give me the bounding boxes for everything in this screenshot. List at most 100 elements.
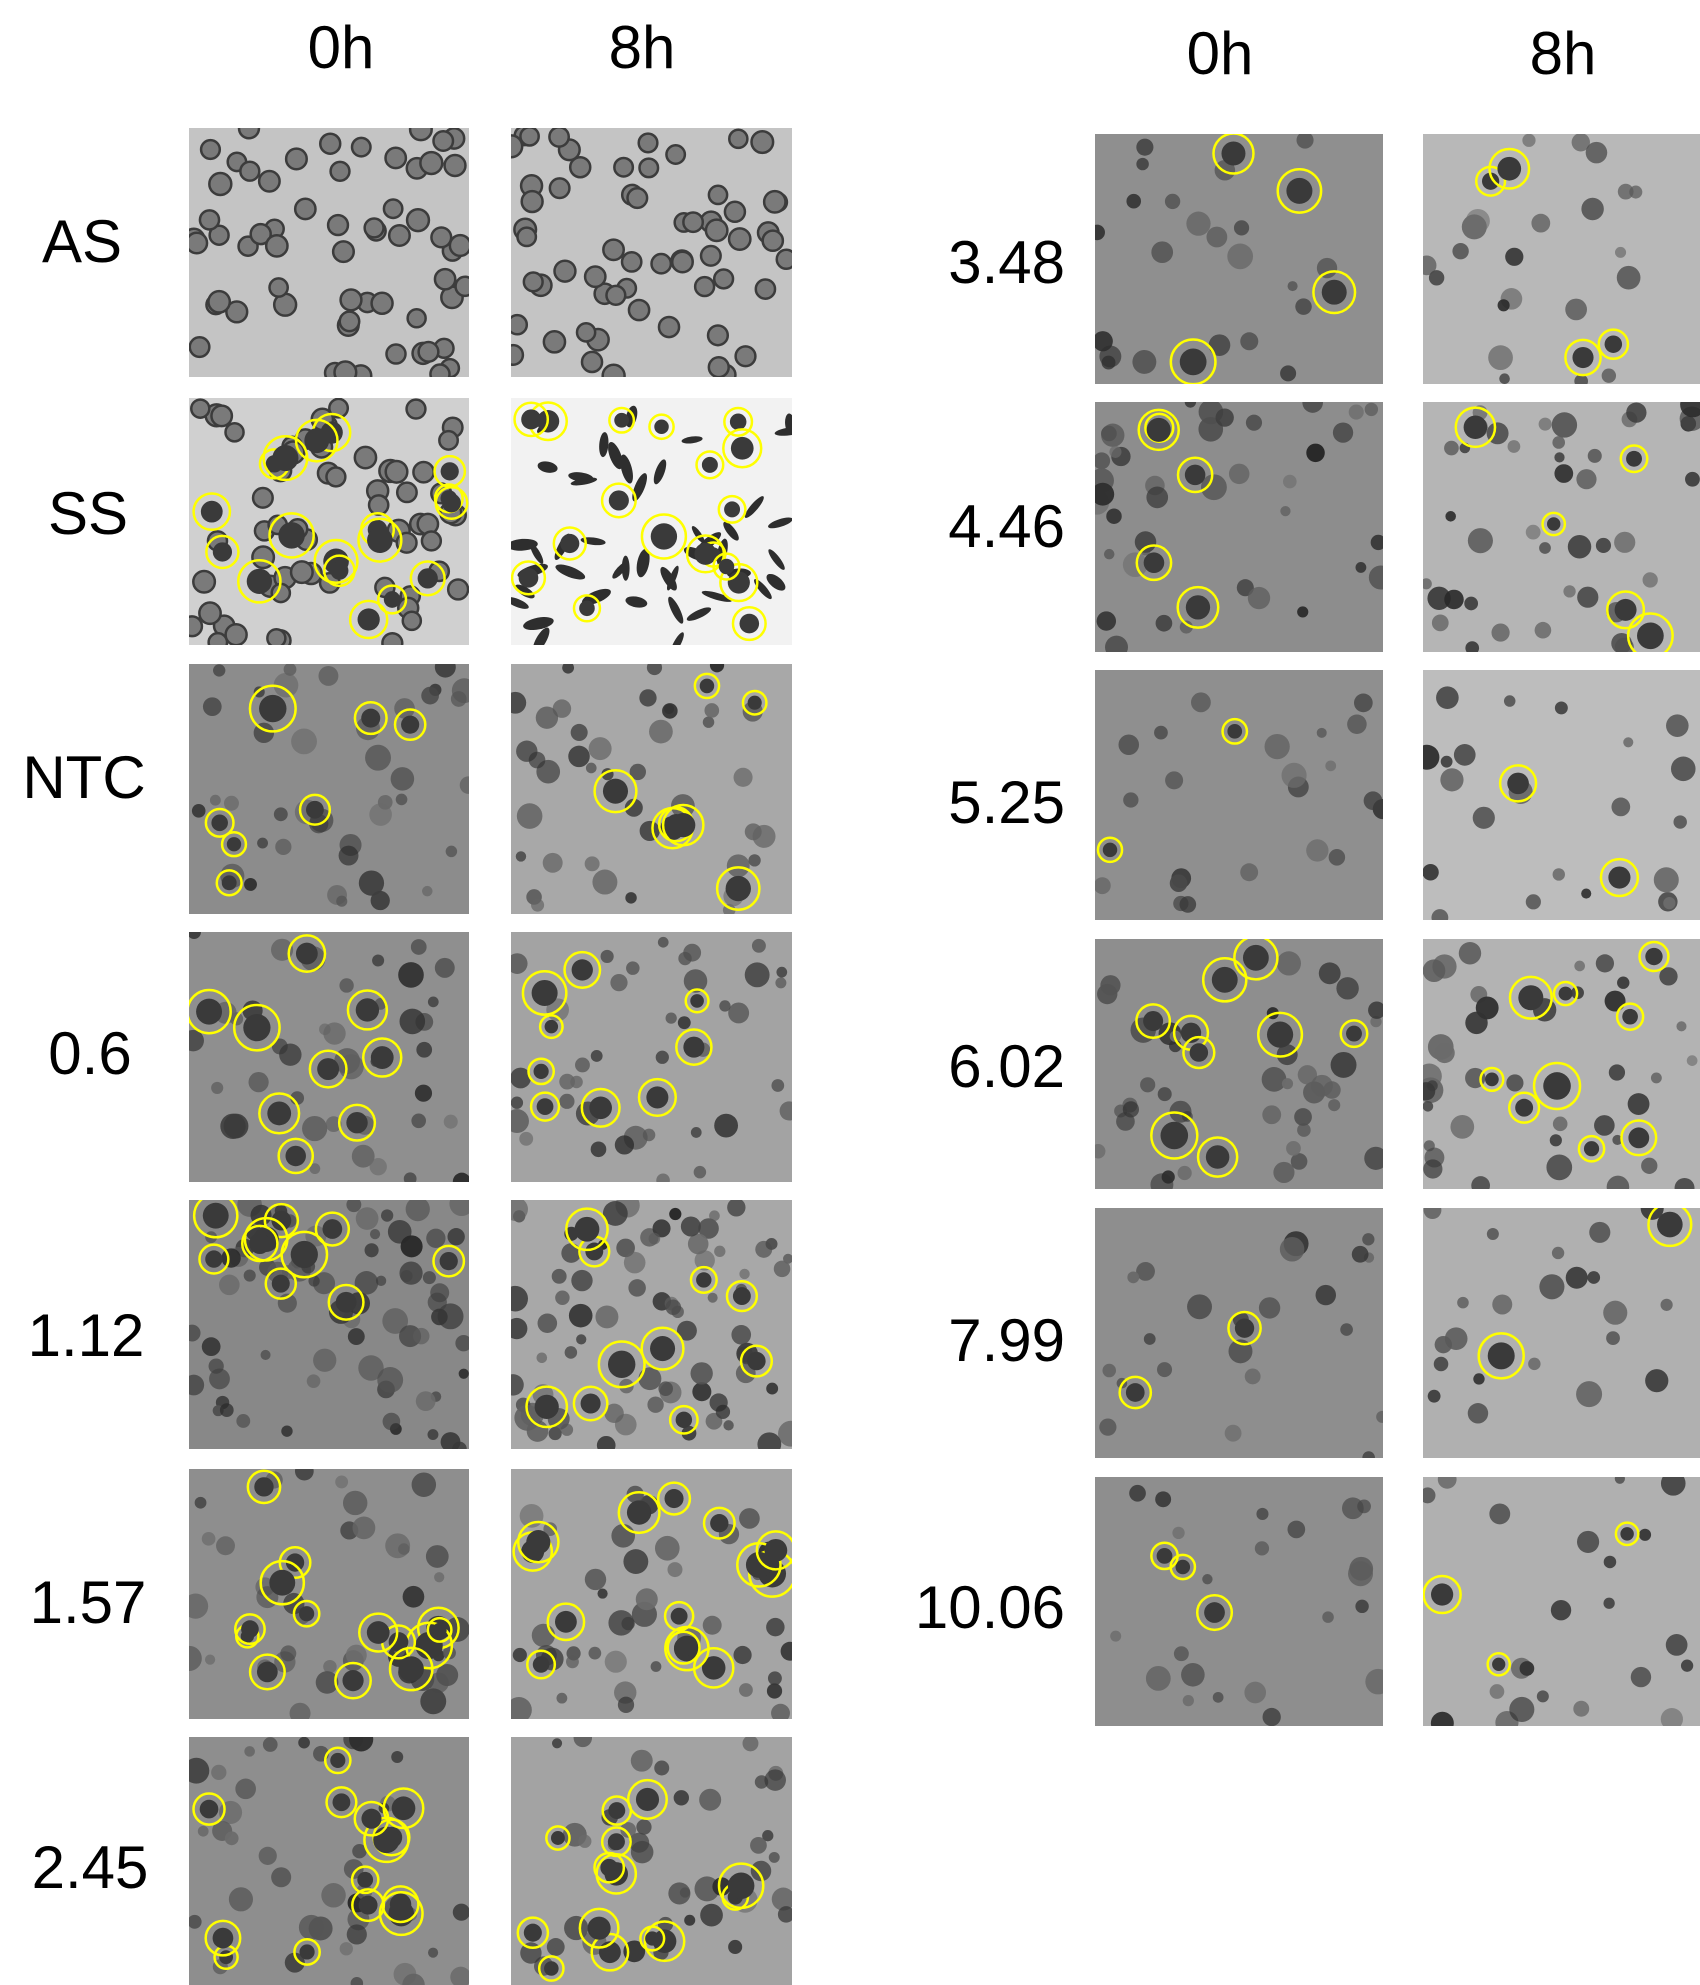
cell xyxy=(273,672,299,698)
cell xyxy=(213,664,226,677)
cell xyxy=(1355,562,1367,573)
cell xyxy=(244,877,257,891)
cell xyxy=(645,1931,660,1946)
cell xyxy=(511,1096,524,1109)
highlight-circle xyxy=(715,866,761,911)
highlight-circle xyxy=(675,1028,713,1066)
cell xyxy=(1189,1043,1209,1062)
cell xyxy=(1340,1323,1353,1336)
cell xyxy=(608,442,623,470)
cell xyxy=(219,1403,234,1418)
cell xyxy=(413,1327,430,1345)
cell xyxy=(511,538,538,551)
cell xyxy=(1179,896,1197,913)
highlight-circle xyxy=(204,1919,242,1957)
cell xyxy=(1434,1042,1455,1064)
micrograph-right-5-25-0h xyxy=(1095,670,1383,920)
cell xyxy=(1519,1661,1535,1676)
highlight-circle xyxy=(1597,328,1630,361)
cell xyxy=(625,596,648,608)
cell xyxy=(269,1569,296,1596)
cell xyxy=(1423,1159,1443,1179)
cell xyxy=(1321,279,1347,305)
cell xyxy=(382,1412,401,1431)
cell xyxy=(739,613,760,634)
cell xyxy=(1370,534,1383,551)
highlight-circle xyxy=(432,1244,466,1278)
cell xyxy=(239,160,261,182)
cell xyxy=(1095,452,1111,470)
cell xyxy=(629,1832,650,1853)
row-label-6-02: 6.02 xyxy=(948,1033,1065,1100)
cell xyxy=(199,138,222,161)
cell xyxy=(518,568,539,588)
cell xyxy=(775,977,787,989)
cell xyxy=(1603,1597,1615,1609)
highlight-circle xyxy=(516,1916,550,1950)
cell xyxy=(1191,692,1211,713)
cell xyxy=(709,1210,720,1222)
cell xyxy=(1430,1711,1454,1726)
cell xyxy=(548,1427,562,1441)
cell xyxy=(551,1738,563,1749)
cell xyxy=(1606,1331,1620,1346)
cell xyxy=(765,1238,778,1250)
cell xyxy=(1423,744,1440,770)
cell xyxy=(1485,1072,1499,1087)
cell xyxy=(783,1253,792,1264)
cell xyxy=(766,1382,779,1395)
cell xyxy=(363,217,385,239)
cell xyxy=(1156,1362,1173,1378)
cell xyxy=(285,1553,305,1572)
cell xyxy=(399,1008,426,1035)
cell xyxy=(189,1914,202,1929)
cell xyxy=(1630,1666,1652,1688)
cell xyxy=(1426,1080,1438,1092)
cell xyxy=(369,1158,387,1176)
highlight-circle xyxy=(327,1283,365,1321)
cell xyxy=(522,271,544,293)
highlight-circle xyxy=(656,1481,692,1516)
cell xyxy=(1538,417,1552,431)
cell xyxy=(225,300,249,324)
cell xyxy=(271,1274,290,1293)
cell xyxy=(664,1489,684,1509)
cell xyxy=(731,1324,752,1345)
highlight-circle xyxy=(1477,1332,1525,1380)
cell xyxy=(249,222,272,246)
cell xyxy=(605,284,627,306)
highlight-circle xyxy=(640,513,688,560)
highlight-circle xyxy=(521,970,568,1016)
cell xyxy=(1432,954,1457,979)
cell xyxy=(1165,771,1184,790)
cell xyxy=(1287,281,1298,292)
cell xyxy=(587,1916,611,1940)
cell xyxy=(597,1588,608,1599)
highlight-circle xyxy=(1201,957,1248,1003)
cell xyxy=(1296,134,1314,149)
cell xyxy=(668,596,684,624)
cell xyxy=(699,1788,722,1811)
cell xyxy=(718,558,735,575)
cell xyxy=(370,291,394,316)
highlight-circle xyxy=(1118,1375,1153,1410)
cell xyxy=(511,1285,528,1312)
cell xyxy=(347,1328,365,1346)
cell xyxy=(1614,598,1637,621)
cell xyxy=(1572,346,1594,369)
highlight-circle xyxy=(263,1202,300,1239)
cell xyxy=(546,1938,565,1956)
cell xyxy=(1577,586,1599,608)
highlight-circle xyxy=(590,1932,630,1972)
cell xyxy=(537,1313,558,1334)
cell xyxy=(623,1940,646,1963)
highlight-circle xyxy=(205,534,240,570)
cell xyxy=(1125,1383,1145,1402)
highlight-circle xyxy=(393,708,427,742)
cell xyxy=(719,1000,731,1012)
cell xyxy=(766,573,786,591)
cell xyxy=(611,1523,636,1548)
cell xyxy=(189,336,211,359)
cell xyxy=(739,1508,760,1529)
cell xyxy=(650,1661,662,1672)
